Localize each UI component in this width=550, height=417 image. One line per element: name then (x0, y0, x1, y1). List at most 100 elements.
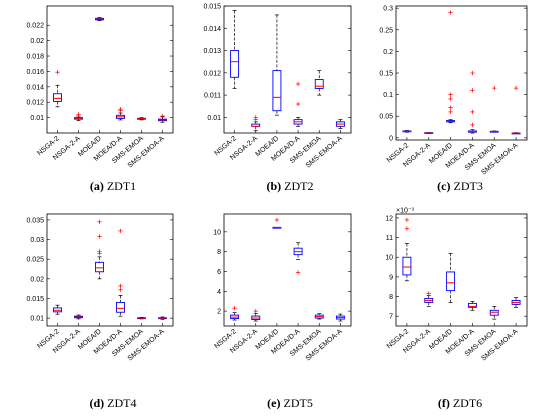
box-nsga-2 (230, 10, 240, 89)
caption-title: ZDT1 (106, 179, 137, 193)
caption-title: ZDT2 (284, 179, 314, 193)
y-tick-label: 0.3 (383, 6, 393, 13)
panel-zdt6: 7 8 9 10 11 12 ×10⁻³ NSGA-2 NSGA-2-A MOEA/D MOEA/D… (366, 208, 550, 417)
caption-title: ZDT5 (283, 396, 313, 410)
caption-letter: (d) (89, 396, 105, 410)
boxplot-zdt1: 0.010.0120.0140.0160.0180.020.022NSGA-2N… (26, 5, 174, 170)
y-tick-label: 0.014 (26, 84, 44, 91)
y-tick-label: 0.03 (30, 237, 44, 244)
y-tick-label: 0 (389, 135, 393, 142)
box-iqr (402, 256, 412, 276)
y-tick-label: 0.014 (203, 26, 221, 33)
y-tick-label: 10 (385, 255, 393, 262)
y-tick-label: 0.012 (203, 70, 221, 77)
caption-title: ZDT4 (107, 396, 137, 410)
y-tick-label: 8 (389, 294, 393, 301)
caption-zdt1: (a) ZDT1 (23, 179, 203, 194)
box-sms-emoa (314, 313, 324, 320)
box-moea-d (446, 252, 456, 303)
panel-zdt2: 0.01 0.011 0.012 0.013 0.014 0.015 NSGA-2 NSGA-… (183, 0, 366, 208)
boxplot-zdt6: 789101112×10⁻³NSGA-2NSGA-2-AMOEA/DMOEA/D… (385, 208, 528, 363)
caption-zdt6: (f) ZDT6 (370, 396, 550, 411)
panel-zdt4: 0.01 0.015 0.02 0.025 0.03 0.035 NSGA-2 NSGA-2-… (0, 208, 183, 417)
box-nsga-2 (230, 305, 240, 321)
caption-zdt5: (e) ZDT5 (200, 396, 380, 411)
box-moea-d-a (116, 106, 125, 121)
box-moea-d (95, 219, 104, 280)
box-moea-d-a (293, 242, 303, 275)
axes-frame (46, 213, 174, 327)
y-tick-label: 2 (217, 309, 221, 316)
box-moea-d-a (467, 70, 477, 134)
box-nsga-2 (402, 217, 412, 282)
y-tick-label: 7 (389, 314, 393, 321)
box-sms-emoa (137, 117, 146, 121)
caption-title: ZDT3 (453, 179, 483, 193)
x-tick-label: SMS-EMOA-A (127, 135, 166, 170)
box-nsga-2-a (424, 132, 434, 134)
box-nsga-2-a (74, 112, 83, 122)
y-tick-label: 0.035 (26, 217, 44, 224)
panel-zdt3: 0 0.05 0.1 0.15 0.2 0.25 0.3 NSGA-2 NSGA-2-A MOEA… (366, 0, 550, 208)
y-tick-label: 0.01 (207, 115, 221, 122)
box-iqr (314, 79, 324, 89)
boxplot-zdt3: 00.050.10.150.20.250.3NSGA-2NSGA-2-AMOEA… (379, 5, 528, 177)
y-tick-label: 0.02 (30, 38, 44, 45)
box-nsga-2-a (251, 308, 261, 322)
box-nsga-2 (53, 304, 62, 315)
y-tick-label: 0.015 (26, 296, 44, 303)
box-iqr (467, 302, 477, 308)
box-sms-emoa (137, 317, 146, 320)
box-sms-emoa (489, 306, 499, 320)
x-tick-label: SMS-EMOA-A (305, 135, 344, 170)
y-tick-label: 8 (217, 249, 221, 256)
y-tick-label: 0.1 (383, 92, 393, 99)
y-tick-label: 0.011 (204, 93, 221, 100)
box-iqr (272, 70, 282, 112)
y-tick-label: 4 (217, 289, 221, 296)
box-sms-emoa (489, 85, 499, 133)
box-moea-d-a (467, 301, 477, 311)
panel-zdt5: 2 4 6 8 10 NSGA-2 NSGA-2-A MOEA/D MOEA/D-A SMS-EM… (183, 208, 366, 417)
caption-letter: (e) (267, 396, 281, 410)
box-sms-emoa-a (335, 119, 345, 129)
y-tick-label: 11 (386, 235, 393, 242)
box-moea-d (446, 10, 456, 124)
axis-multiplier: ×10⁻³ (396, 208, 415, 215)
box-nsga-2 (53, 69, 62, 108)
box-iqr (230, 50, 240, 78)
box-iqr (116, 301, 125, 313)
y-tick-label: 0.01 (30, 115, 44, 122)
caption-title: ZDT6 (452, 396, 483, 410)
y-tick-label: 6 (217, 269, 221, 276)
panel-zdt1: 0.01 0.012 0.014 0.016 0.018 0.02 0.022 NSGA-2 N… (0, 0, 183, 208)
y-tick-label: 0.15 (379, 71, 393, 78)
box-moea-d (95, 17, 104, 21)
y-tick-label: 9 (389, 274, 393, 281)
y-tick-label: 0.01 (30, 316, 44, 323)
y-tick-label: 0.013 (203, 48, 221, 55)
box-moea-d (272, 14, 282, 116)
caption-zdt2: (b) ZDT2 (200, 179, 380, 194)
boxplot-zdt2: 0.010.0110.0120.0130.0140.015NSGA-2NSGA-… (203, 4, 352, 170)
box-moea-d (272, 217, 282, 229)
y-tick-label: 0.015 (203, 4, 221, 11)
caption-letter: (a) (89, 179, 104, 193)
y-tick-label: 0.02 (30, 276, 44, 283)
axes-frame (223, 213, 352, 327)
box-sms-emoa-a (158, 316, 167, 320)
y-tick-label: 0.025 (26, 257, 44, 264)
y-tick-label: 0.25 (379, 27, 393, 34)
box-nsga-2-a (251, 115, 261, 132)
y-tick-label: 0.018 (26, 54, 44, 61)
axes-frame (395, 5, 528, 141)
caption-zdt3: (c) ZDT3 (370, 179, 550, 194)
box-iqr (446, 271, 456, 292)
box-moea-d-a (293, 81, 303, 127)
box-sms-emoa-a (511, 85, 521, 135)
box-nsga-2-a (74, 314, 83, 320)
boxplot-zdt4: 0.010.0150.020.0250.030.035NSGA-2NSGA-2-… (26, 213, 174, 363)
box-moea-d-a (116, 228, 125, 317)
axes-frame (46, 5, 174, 134)
